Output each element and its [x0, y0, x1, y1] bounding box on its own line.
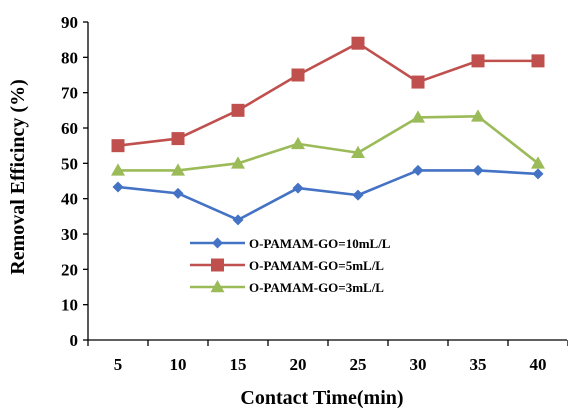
data-point	[232, 214, 244, 226]
legend-entry: O-PAMAM-GO=5mL/L	[190, 258, 384, 273]
data-point	[472, 164, 484, 176]
legend-marker	[210, 280, 225, 293]
series-3	[111, 109, 545, 176]
legend-label: O-PAMAM-GO=5mL/L	[249, 258, 384, 273]
x-axis-title: Contact Time(min)	[240, 387, 403, 409]
data-point	[172, 187, 184, 199]
series-1	[112, 164, 544, 226]
y-tick-label: 50	[61, 154, 78, 173]
data-point	[231, 103, 245, 117]
data-point	[532, 168, 544, 180]
y-tick-label: 70	[61, 84, 78, 103]
data-point	[411, 110, 425, 123]
series-line	[117, 41, 538, 147]
data-point	[351, 145, 365, 158]
legend-entry: O-PAMAM-GO=3mL/L	[190, 280, 384, 295]
data-point	[112, 181, 124, 193]
legend-marker	[212, 237, 223, 249]
legend-entry: O-PAMAM-GO=10mL/L	[190, 236, 391, 251]
series-2	[111, 36, 545, 153]
data-point	[471, 109, 485, 122]
y-tick-label: 40	[61, 190, 78, 209]
x-tick-label: 20	[290, 355, 307, 374]
legend-label: O-PAMAM-GO=10mL/L	[249, 236, 391, 251]
data-point	[531, 156, 545, 169]
data-point	[471, 54, 485, 68]
y-tick-label: 20	[61, 260, 78, 279]
legend: O-PAMAM-GO=10mL/L O-PAMAM-GO=5mL/L O-PAMAM…	[190, 236, 391, 295]
x-tick-label: 15	[230, 355, 247, 374]
data-point	[531, 54, 545, 68]
data-point	[411, 75, 425, 89]
data-point	[351, 36, 365, 50]
data-point	[171, 163, 185, 176]
x-tick-label: 25	[350, 355, 367, 374]
series-layer	[111, 36, 545, 226]
y-tick-label: 90	[61, 13, 78, 32]
data-point	[292, 182, 304, 194]
data-point	[291, 136, 305, 150]
x-tick-label: 40	[530, 355, 547, 374]
data-point	[412, 164, 424, 176]
x-tick-label: 35	[470, 355, 487, 374]
y-tick-label: 60	[61, 119, 78, 138]
x-tick-label: 30	[410, 355, 427, 374]
data-point	[352, 189, 364, 201]
y-tick-label: 0	[70, 331, 79, 350]
legend-label: O-PAMAM-GO=3mL/L	[249, 280, 384, 295]
axes: 0 10 20 30 40 50 60 70 80 90 5 10 15 20 25 30 35 40	[61, 13, 568, 374]
data-point	[231, 156, 245, 169]
y-tick-label: 10	[61, 296, 78, 315]
data-point	[111, 163, 125, 176]
series-line	[118, 115, 539, 172]
y-tick-label: 30	[61, 225, 78, 244]
data-point	[171, 132, 185, 146]
data-point	[111, 139, 125, 153]
x-tick-label: 10	[170, 355, 187, 374]
y-tick-label: 80	[61, 48, 78, 67]
series-line	[117, 169, 539, 222]
data-point	[291, 68, 305, 82]
legend-marker	[211, 258, 224, 272]
y-axis-title: Removal Efficincy (%)	[7, 79, 29, 275]
x-tick-label: 5	[114, 355, 123, 374]
